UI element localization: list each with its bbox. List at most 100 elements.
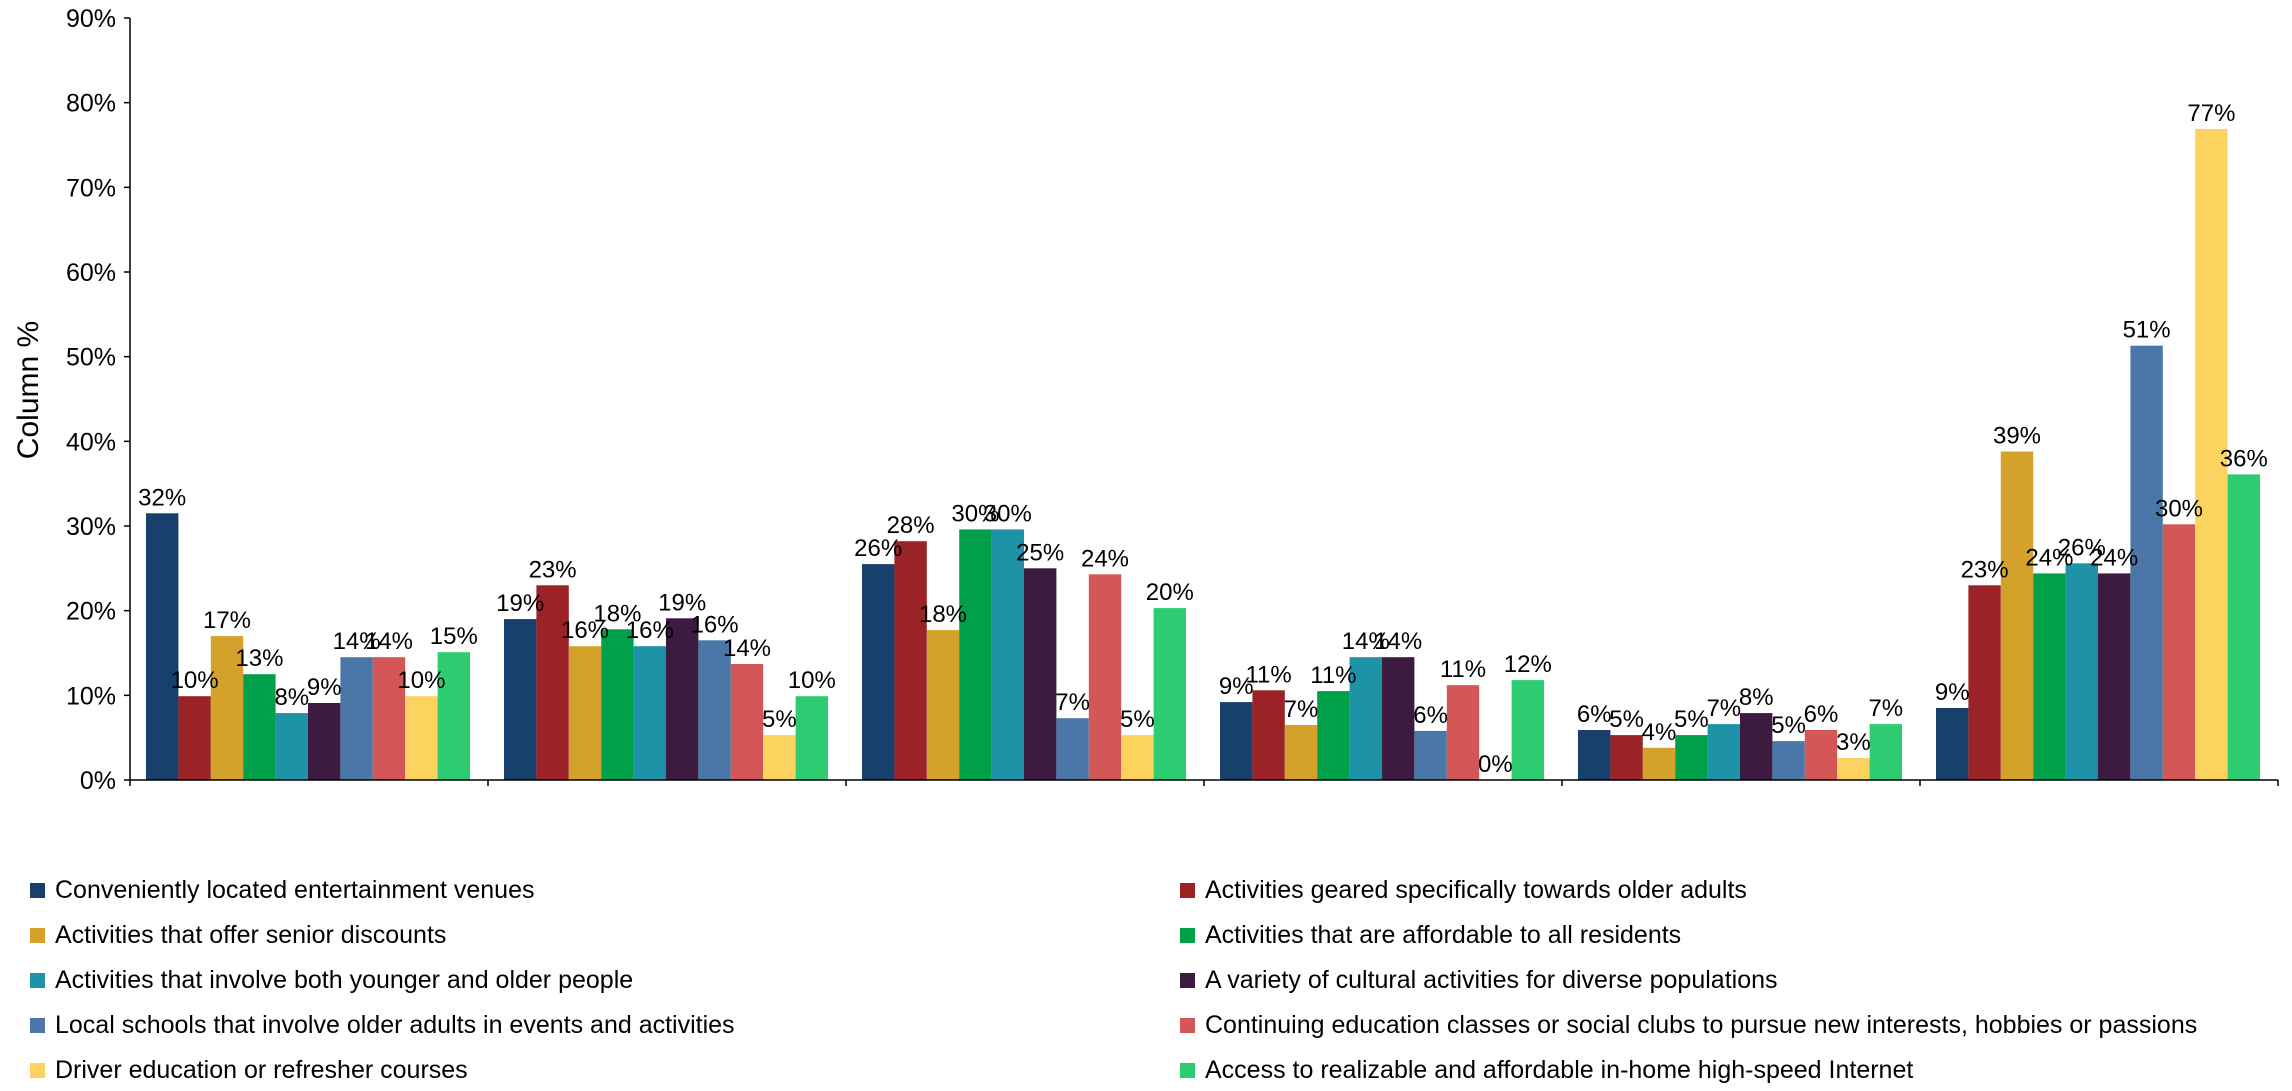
y-tick-label: 10% [66,682,116,710]
data-label: 15% [430,623,478,650]
data-label: 26% [2058,534,2106,561]
bar [275,713,308,780]
legend-label: A variety of cultural activities for div… [1205,965,1778,994]
data-label: 7% [1284,696,1319,723]
y-tick-label: 50% [66,344,116,372]
x-tick-label: Fair [645,798,688,800]
data-label: 24% [2025,544,2073,571]
bar [2065,563,2098,780]
y-tick-label: 0% [80,767,116,795]
data-label: 18% [593,600,641,627]
bar [568,646,602,780]
bar [1284,725,1318,780]
bar [926,630,960,780]
data-label: 23% [529,556,577,583]
bar [1511,680,1544,780]
legend-item: Activities that are affordable to all re… [1180,915,1681,955]
data-label: 32% [138,484,186,511]
bar [340,657,373,780]
bar [991,529,1024,780]
bar [1707,724,1740,780]
data-label: 10% [171,667,219,694]
bar [146,513,179,780]
legend-item: Driver education or refresher courses [30,1050,468,1090]
legend-label: Access to realizable and affordable in-h… [1205,1055,1914,1084]
data-label: 17% [203,607,251,634]
data-labels-layer: 32%19%26%9%6%9%10%23%28%11%5%23%17% 16%18… [138,100,2268,778]
bar [1610,735,1643,780]
bar [308,703,341,780]
legend-swatch [1180,882,1195,898]
data-label: 5% [1771,712,1806,739]
bar [1936,708,1969,780]
y-tick-label: 80% [66,90,116,118]
legend-swatch [1180,927,1195,943]
legend-label: Activities that involve both younger and… [55,965,634,994]
bar [2033,573,2066,780]
bar [405,696,438,780]
data-label: 20% [1146,579,1194,606]
data-label: 16% [626,617,674,644]
bar [730,664,764,780]
data-label: 5% [1120,706,1155,733]
legend-swatch [30,1062,45,1078]
legend-swatch [30,882,45,898]
data-label: 11% [1440,656,1486,683]
bar [1056,718,1089,780]
data-label: 19% [496,590,544,617]
data-label: 14% [365,628,413,655]
legend-item: A variety of cultural activities for div… [1180,960,1778,1000]
data-label: 14% [723,635,771,662]
y-axis-title: Column % [12,321,45,459]
bar [1252,690,1285,780]
legend-item: Conveniently located entertainment venue… [30,870,534,910]
legend-item: Activities that involve both younger and… [30,960,633,1000]
bar [536,585,569,780]
data-label: 5% [762,706,797,733]
bar [633,646,666,780]
data-label: 39% [1993,423,2041,450]
data-label: 30% [2155,495,2203,522]
data-label: 14% [333,628,381,655]
x-tick-label: Poor [283,798,336,800]
legend-item: Activities that offer senior discounts [30,915,446,955]
bar [1220,702,1253,780]
data-label: 3% [1836,729,1871,756]
bar [504,619,537,780]
bar [1088,574,1122,780]
bar [1349,657,1382,780]
data-label: 12% [1504,651,1552,678]
data-label: 16% [561,617,609,644]
bar [210,636,244,780]
y-tick-label: 30% [66,513,116,541]
legend-item: Local schools that involve older adults … [30,1005,735,1045]
data-label: 7% [1868,695,1903,722]
bars-layer [146,128,2260,780]
data-label: 9% [1935,679,1970,706]
data-label: 36% [2220,445,2268,472]
data-label: 14% [1374,628,1422,655]
y-tick-label: 40% [66,428,116,456]
data-label: 11% [1245,661,1291,688]
data-label: 28% [887,512,935,539]
legend-label: Conveniently located entertainment venue… [55,875,535,904]
data-label: 77% [2187,100,2235,127]
bar [959,529,992,780]
data-label: 7% [1706,695,1741,722]
bar [178,696,211,780]
bar [2000,451,2034,780]
legend-label: Continuing education classes or social c… [1205,1010,2198,1039]
data-label: 13% [235,645,283,672]
bar [795,696,828,780]
legend-label: Activities that are affordable to all re… [1205,920,1682,949]
data-label: 0% [1478,751,1513,778]
bar [2098,573,2131,780]
legend-label: Activities that offer senior discounts [55,920,447,949]
bar [2162,524,2196,780]
legend-swatch [30,972,45,988]
legend-swatch [1180,1062,1195,1078]
axes-layer: 0% 10% 20% 30% 40% 50% 60% 70% 80% 90% Poor Fair Goo… [66,5,2279,800]
x-tick-label: Excellent [1690,798,1791,800]
bar [1414,730,1447,780]
bar [1968,585,2001,780]
